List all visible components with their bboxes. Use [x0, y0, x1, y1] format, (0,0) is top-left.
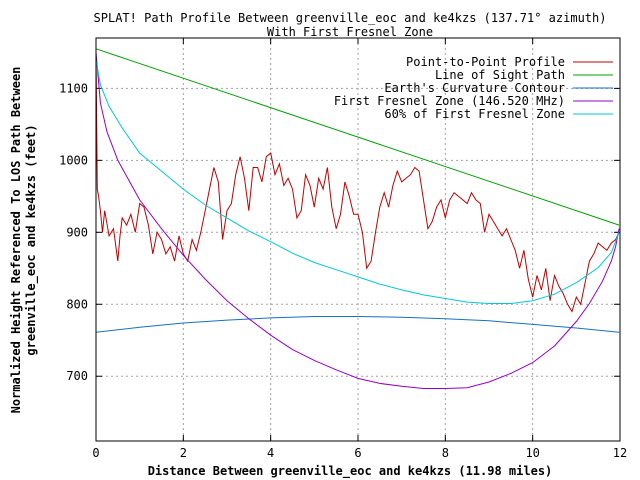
legend-entry: Line of Sight Path	[435, 68, 613, 82]
chart-subtitle: With First Fresnel Zone	[267, 25, 433, 39]
x-axis-label: Distance Between greenville_eoc and ke4k…	[148, 464, 553, 479]
legend-entry: First Fresnel Zone (146.520 MHz)	[334, 94, 613, 108]
profile-line	[95, 52, 620, 313]
legend-label: Point-to-Point Profile	[406, 55, 565, 69]
legend-entry: Earth's Curvature Contour	[384, 81, 613, 95]
x-tick-label: 12	[613, 446, 627, 460]
x-tick-label: 8	[442, 446, 449, 460]
y-tick-label: 900	[66, 225, 88, 239]
x-tick-label: 0	[92, 446, 99, 460]
y-tick-label: 700	[66, 369, 88, 383]
fresnel-zone-line	[95, 52, 620, 389]
y-tick-label: 1000	[59, 153, 88, 167]
x-axis-ticks: 0 2 4 6 8 10 12	[92, 38, 627, 460]
plot-frame	[95, 37, 621, 442]
y-tick-label: 1100	[59, 81, 88, 95]
legend-label: Earth's Curvature Contour	[384, 81, 565, 95]
legend-entry: Point-to-Point Profile	[406, 55, 613, 69]
legend-label: 60% of First Fresnel Zone	[384, 107, 565, 121]
legend-entry: 60% of First Fresnel Zone	[384, 107, 613, 121]
fresnel-60-line	[95, 59, 620, 304]
y-axis-label-line1: Normalized Height Referenced To LOS Path…	[9, 67, 23, 414]
x-tick-label: 10	[525, 446, 539, 460]
legend-label: First Fresnel Zone (146.520 MHz)	[334, 94, 565, 108]
y-axis-ticks: 700 800 900 1000 1100	[59, 81, 620, 383]
series-lines	[95, 48, 620, 389]
line-of-sight-line	[95, 48, 620, 226]
y-axis-label-line2: greenville_eoc and ke4kzs (feet)	[24, 124, 39, 355]
y-tick-label: 800	[66, 297, 88, 311]
earth-curvature-line	[95, 316, 620, 333]
legend-label: Line of Sight Path	[435, 68, 565, 82]
x-tick-label: 6	[354, 446, 361, 460]
chart-title: SPLAT! Path Profile Between greenville_e…	[94, 11, 607, 25]
y-axis-label: Normalized Height Referenced To LOS Path…	[9, 67, 39, 414]
x-tick-label: 2	[180, 446, 187, 460]
x-tick-label: 4	[267, 446, 274, 460]
